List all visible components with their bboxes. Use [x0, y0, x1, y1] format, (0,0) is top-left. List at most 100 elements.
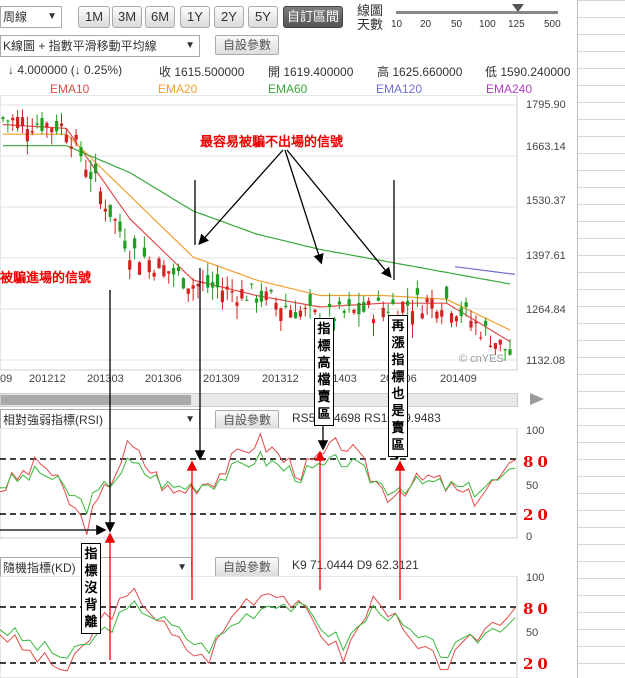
main-settings-button[interactable]: 自設參數	[215, 35, 279, 55]
candle-body	[328, 303, 332, 308]
candle-body	[245, 299, 249, 301]
candle-body	[488, 345, 493, 347]
candle-body	[20, 117, 25, 127]
ema10-label: EMA10	[50, 82, 90, 96]
candle-body	[279, 308, 283, 321]
candle-body	[215, 274, 220, 288]
candle-body	[1, 117, 5, 120]
candle-body	[113, 219, 117, 221]
chart-scrollbar[interactable]	[0, 393, 518, 407]
candle-body	[274, 302, 278, 310]
candle-body	[264, 291, 268, 301]
candle-body	[225, 286, 229, 290]
rsi-select-label: 相對強弱指標(RSI)	[3, 413, 103, 427]
candle-body	[484, 320, 488, 326]
candle-body	[211, 282, 215, 288]
kd-level-low: 20	[523, 655, 552, 673]
chevron-down-icon: ▼	[47, 11, 57, 22]
candle-body	[94, 163, 98, 174]
no-divergence-note: 指標沒背離	[81, 543, 101, 634]
candle-body	[133, 238, 137, 249]
candle-body	[376, 297, 380, 301]
candle-body	[64, 134, 68, 143]
candle-body	[449, 313, 454, 323]
ema120-label: EMA120	[376, 82, 423, 96]
candle-body	[167, 271, 171, 274]
candle-body	[410, 311, 415, 325]
left-note: 被騙進場的信號	[0, 271, 92, 286]
watermark: © cnYES	[459, 353, 504, 365]
candle-body	[186, 288, 190, 294]
kd-select-label: 隨機指標(KD)	[3, 561, 76, 575]
rsi-level-high: 80	[523, 453, 552, 471]
candle-body	[206, 275, 210, 288]
candle-body	[381, 307, 385, 318]
candle-body	[391, 299, 395, 304]
candle-body	[269, 289, 273, 292]
candle-body	[157, 258, 161, 269]
rsi10-line	[0, 450, 516, 516]
main-indicator-select[interactable]: K線圖 + 指數平滑移動平均線 ▼	[0, 35, 200, 57]
candle-body	[337, 301, 341, 305]
candle-body	[454, 316, 458, 322]
kd-level-high: 80	[523, 600, 552, 618]
candle-body	[128, 260, 132, 270]
candle-body	[371, 319, 376, 324]
range-3m-button[interactable]: 3M	[112, 6, 142, 28]
chevron-down-icon: ▼	[185, 40, 195, 51]
top-note: 最容易被騙不出場的信號	[200, 135, 344, 150]
scrollbar-thumb[interactable]	[1, 395, 191, 405]
kd-settings-button[interactable]: 自設參數	[215, 557, 279, 577]
candle-body	[16, 116, 20, 129]
candle-body	[40, 118, 44, 132]
candle-body	[469, 320, 473, 328]
range-5y-button[interactable]: 5Y	[248, 6, 278, 28]
candle-body	[25, 129, 29, 142]
candle-body	[474, 321, 478, 324]
candle-body	[11, 117, 15, 121]
candle-body	[30, 131, 34, 133]
candle-body	[362, 301, 366, 312]
period-select-label: 周線	[3, 10, 28, 24]
candle-body	[201, 282, 205, 284]
candle-body	[196, 284, 200, 287]
quote-close: 收 1615.500000	[159, 65, 245, 79]
candle-body	[415, 288, 419, 295]
candle-body	[172, 268, 176, 275]
candle-body	[89, 171, 93, 180]
range-1m-button[interactable]: 1M	[78, 6, 110, 28]
chevron-down-icon: ▼	[177, 562, 187, 573]
candle-body	[289, 310, 293, 318]
candle-body	[464, 302, 468, 307]
quote-high: 高 1625.660000	[377, 65, 463, 79]
candle-body	[342, 311, 346, 313]
custom-range-button[interactable]: 自訂區間	[283, 6, 343, 28]
k9-line	[0, 587, 516, 672]
candle-body	[293, 312, 298, 319]
candle-body	[50, 128, 54, 133]
background-grid	[577, 0, 625, 678]
candle-body	[137, 262, 142, 275]
candle-body	[74, 134, 78, 140]
d9-line	[0, 600, 516, 659]
slider-handle[interactable]	[512, 4, 524, 12]
candle-body	[435, 311, 439, 319]
ema240-label: EMA240	[486, 82, 533, 96]
candle-body	[406, 301, 410, 306]
scroll-right-icon[interactable]	[530, 393, 544, 405]
candle-body	[347, 299, 351, 306]
range-2y-button[interactable]: 2Y	[214, 6, 244, 28]
days-slider[interactable]	[396, 11, 558, 14]
range-1y-button[interactable]: 1Y	[180, 6, 210, 28]
period-select[interactable]: 周線 ▼	[0, 6, 62, 28]
rsi-settings-button[interactable]: 自設參數	[215, 410, 279, 430]
candle-body	[498, 339, 502, 345]
ema60-label: EMA60	[268, 82, 308, 96]
days-label: 線圖 天數	[357, 3, 384, 32]
range-6m-button[interactable]: 6M	[145, 6, 175, 28]
candle-body	[284, 305, 288, 308]
candle-body	[69, 146, 73, 149]
candle-body	[352, 309, 356, 313]
high-sell-note: 指標高檔賣區	[314, 318, 334, 426]
candle-body	[401, 301, 405, 313]
